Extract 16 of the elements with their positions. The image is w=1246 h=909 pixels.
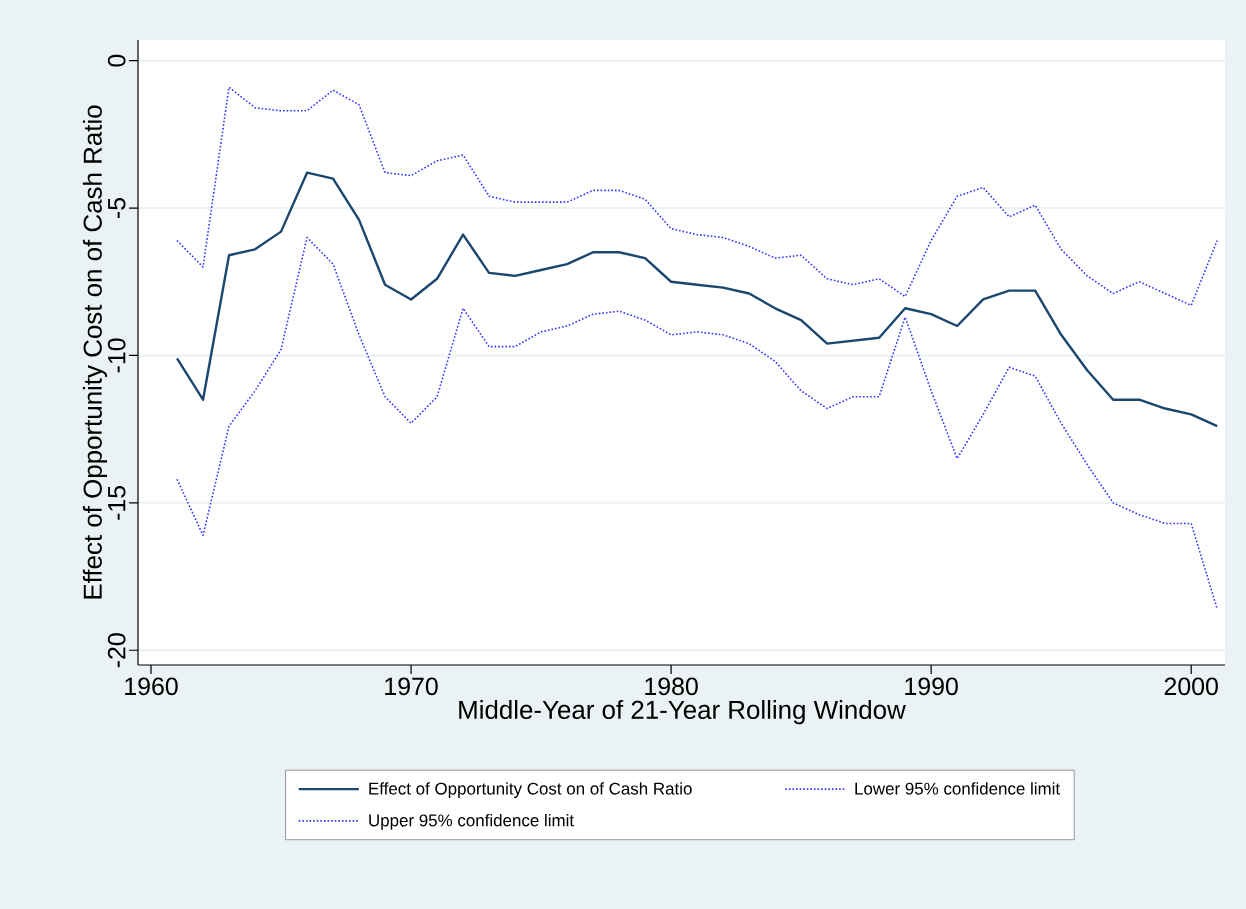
- y-tick-label: -20: [107, 633, 126, 668]
- y-tick-label: -10: [107, 338, 126, 373]
- y-tick-label: -5: [108, 198, 126, 219]
- x-tick-label: 1980: [645, 677, 698, 696]
- y-tick-label: -15: [108, 485, 126, 520]
- legend-label: Effect of Opportunity Cost on of Cash Ratio: [369, 782, 692, 798]
- legend-label: Lower 95% confidence limit: [855, 782, 1061, 795]
- x-tick-label: 2000: [1164, 677, 1218, 696]
- x-tick-label: 1970: [385, 677, 438, 696]
- y-tick-label: 0: [107, 54, 126, 67]
- x-tick-label: 1990: [905, 677, 958, 696]
- line-series: [176, 236, 1218, 610]
- x-tick-label: 1960: [125, 677, 178, 696]
- y-axis-title: Effect of Opportunity Cost on of Cash Ratio: [82, 105, 108, 599]
- x-axis-title: Middle-Year of 21-Year Rolling Window: [459, 700, 906, 725]
- legend-label: Upper 95% confidence limit: [369, 813, 574, 830]
